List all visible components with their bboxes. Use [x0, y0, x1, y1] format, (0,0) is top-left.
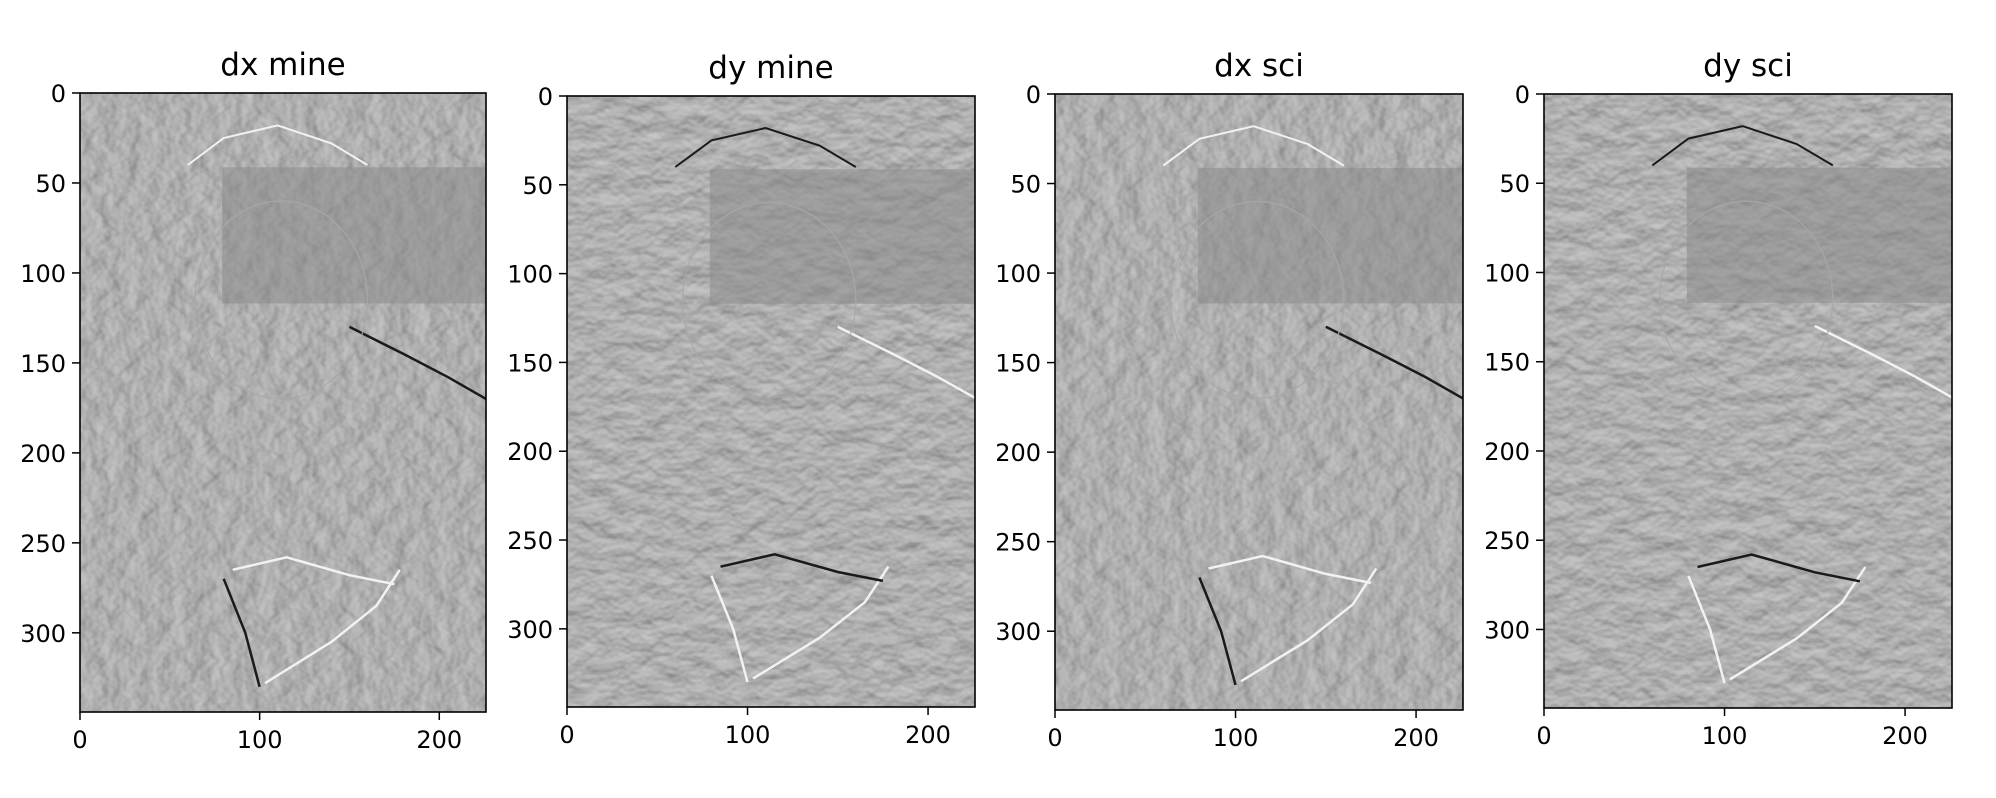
- subplot-4: dy sci 0 50 100 150 200 250 300 0 100 200: [1484, 48, 1953, 750]
- subplot-title: dy sci: [1703, 48, 1793, 84]
- y-tick-label: 150: [995, 350, 1041, 378]
- edge-stroke: [1729, 566, 1867, 681]
- y-tick-label: 150: [507, 349, 553, 377]
- edge-stroke: [1162, 125, 1345, 167]
- edge-stroke: [1208, 554, 1372, 585]
- edge-stroke: [1240, 567, 1378, 683]
- x-tick-label: 100: [237, 726, 283, 754]
- edge-stroke: [264, 569, 401, 685]
- x-tick-label: 100: [1213, 724, 1259, 752]
- axes-frame: [1054, 93, 1464, 711]
- y-tick-label: 50: [1010, 171, 1041, 199]
- edge-stroke: [710, 575, 749, 683]
- x-tick-label: 200: [1882, 722, 1928, 750]
- edge-stroke: [348, 325, 487, 400]
- y-tick-label: 100: [20, 260, 66, 288]
- subplot-1: dx mine 0 50 100 150 200 250 300 0 100 200: [20, 47, 487, 754]
- subplot-title: dx mine: [220, 47, 345, 83]
- y-tick-label: 250: [20, 530, 66, 558]
- edge-stroke: [222, 578, 261, 688]
- y-tick-label: 300: [20, 620, 66, 648]
- face-contour: [681, 201, 857, 399]
- flat-region: [1686, 167, 1952, 303]
- edge-stroke: [1697, 553, 1861, 583]
- subplot-2: dy mine 0 50 100 150 200 250 300 0 100 200: [507, 50, 976, 749]
- y-tick-label: 50: [522, 172, 553, 200]
- y-tick-label: 250: [995, 529, 1041, 557]
- edge-stroke: [1325, 325, 1464, 400]
- y-tick-label: 50: [35, 170, 66, 198]
- edge-stroke: [1814, 324, 1953, 399]
- y-tick-label: 300: [995, 618, 1041, 646]
- y-tick-label: 200: [995, 439, 1041, 467]
- x-tick-label: 0: [1536, 722, 1551, 750]
- y-tick-label: 0: [51, 80, 66, 108]
- axes-frame: [566, 95, 976, 708]
- x-tick-label: 200: [905, 721, 951, 749]
- x-tick-label: 200: [1393, 724, 1439, 752]
- edge-stroke: [674, 126, 857, 168]
- flat-region: [709, 169, 975, 304]
- face-contour: [1169, 200, 1345, 400]
- face-contour: [194, 200, 369, 400]
- face-contour: [1658, 200, 1834, 399]
- x-tick-label: 0: [559, 721, 574, 749]
- x-tick-label: 100: [725, 721, 771, 749]
- y-tick-label: 300: [507, 616, 553, 644]
- edge-stroke: [752, 566, 890, 680]
- y-tick-label: 100: [507, 261, 553, 289]
- y-tick-label: 0: [1515, 81, 1530, 109]
- y-tick-label: 200: [507, 438, 553, 466]
- y-tick-label: 150: [1484, 349, 1530, 377]
- flat-region: [1197, 167, 1463, 304]
- edge-stroke: [187, 124, 368, 166]
- edge-stroke: [1687, 575, 1726, 684]
- x-tick-label: 100: [1702, 722, 1748, 750]
- y-tick-label: 300: [1484, 616, 1530, 644]
- edge-stroke: [232, 556, 395, 586]
- y-tick-label: 200: [20, 440, 66, 468]
- flat-region: [222, 167, 486, 304]
- y-tick-label: 0: [1026, 81, 1041, 109]
- x-tick-label: 200: [416, 726, 462, 754]
- edge-stroke: [1198, 577, 1237, 686]
- subplot-3: dx sci 0 50 100 150 200 250 300 0 100 200: [995, 48, 1464, 752]
- y-tick-label: 250: [1484, 527, 1530, 555]
- axes-frame: [1543, 93, 1953, 709]
- subplot-title: dy mine: [708, 50, 833, 86]
- y-tick-label: 50: [1499, 170, 1530, 198]
- y-tick-label: 0: [538, 83, 553, 111]
- y-tick-label: 150: [20, 350, 66, 378]
- x-tick-label: 0: [72, 726, 87, 754]
- subplot-title: dx sci: [1214, 48, 1304, 84]
- edge-stroke: [1651, 125, 1834, 167]
- y-tick-label: 100: [1484, 259, 1530, 287]
- x-tick-label: 0: [1047, 724, 1062, 752]
- y-tick-label: 100: [995, 260, 1041, 288]
- y-tick-label: 250: [507, 527, 553, 555]
- edge-stroke: [837, 325, 976, 399]
- axes-frame: [79, 92, 487, 713]
- edge-stroke: [720, 553, 884, 583]
- y-tick-label: 200: [1484, 438, 1530, 466]
